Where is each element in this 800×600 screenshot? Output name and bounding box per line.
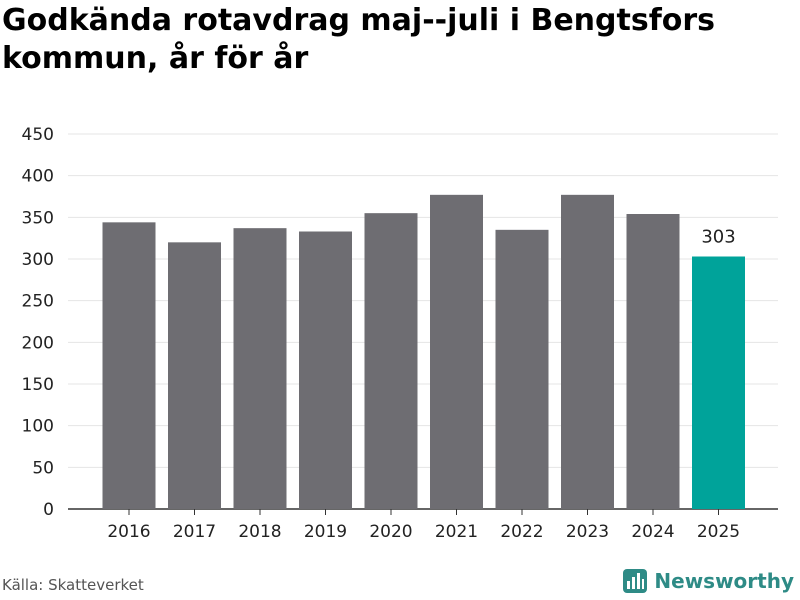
brand-logo: Newsworthy: [622, 568, 794, 594]
bar-2018: [233, 228, 287, 509]
bar-2019: [299, 231, 352, 509]
x-tick-label: 2020: [369, 522, 412, 542]
bars: [102, 194, 745, 510]
bar-2017: [168, 242, 221, 510]
newsworthy-logo-icon: [623, 569, 648, 593]
bar-2020: [364, 213, 418, 509]
y-tick-label: 350: [22, 208, 54, 228]
data-label: 303: [701, 227, 735, 248]
x-tick-label: 2025: [697, 522, 740, 542]
y-axis-tick-labels: 0 50 100 150 200 250 300 350 400 450: [22, 125, 54, 520]
x-tick-label: 2023: [566, 522, 609, 542]
bar-2016: [102, 222, 156, 510]
bar-2021: [430, 194, 483, 510]
x-tick-label: 2022: [500, 522, 543, 542]
y-tick-label: 50: [32, 458, 54, 478]
y-tick-label: 0: [43, 500, 54, 520]
y-tick-label: 100: [22, 417, 54, 437]
x-tick-label: 2024: [631, 522, 674, 542]
y-tick-label: 200: [22, 333, 54, 353]
chart-title: Godkända rotavdrag maj--juli i Bengtsfor…: [2, 3, 716, 76]
bar-2023: [561, 194, 614, 510]
data-labels: 303: [701, 227, 735, 248]
x-tick-label: 2016: [107, 522, 150, 542]
bar-chart: 0 50 100 150 200 250 300 350 400 450 2016 2017 2018…: [22, 125, 778, 542]
bar-2024: [626, 214, 680, 509]
bar-2025: [692, 256, 745, 509]
y-tick-label: 250: [22, 292, 54, 312]
x-tick-label: 2017: [173, 522, 216, 542]
x-axis-tick-labels: 2016 2017 2018 2019 2020 2021 2022 2023 2024 2025: [107, 509, 740, 542]
bar-2022: [495, 229, 549, 510]
y-tick-label: 450: [22, 125, 54, 145]
source-note: Källa: Skatteverket: [2, 576, 144, 594]
x-tick-label: 2021: [435, 522, 478, 542]
y-tick-label: 300: [22, 250, 54, 270]
y-tick-label: 400: [22, 167, 54, 187]
y-tick-label: 150: [22, 375, 54, 395]
brand-name: Newsworthy: [654, 569, 794, 593]
x-tick-label: 2019: [304, 522, 347, 542]
x-tick-label: 2018: [238, 522, 281, 542]
